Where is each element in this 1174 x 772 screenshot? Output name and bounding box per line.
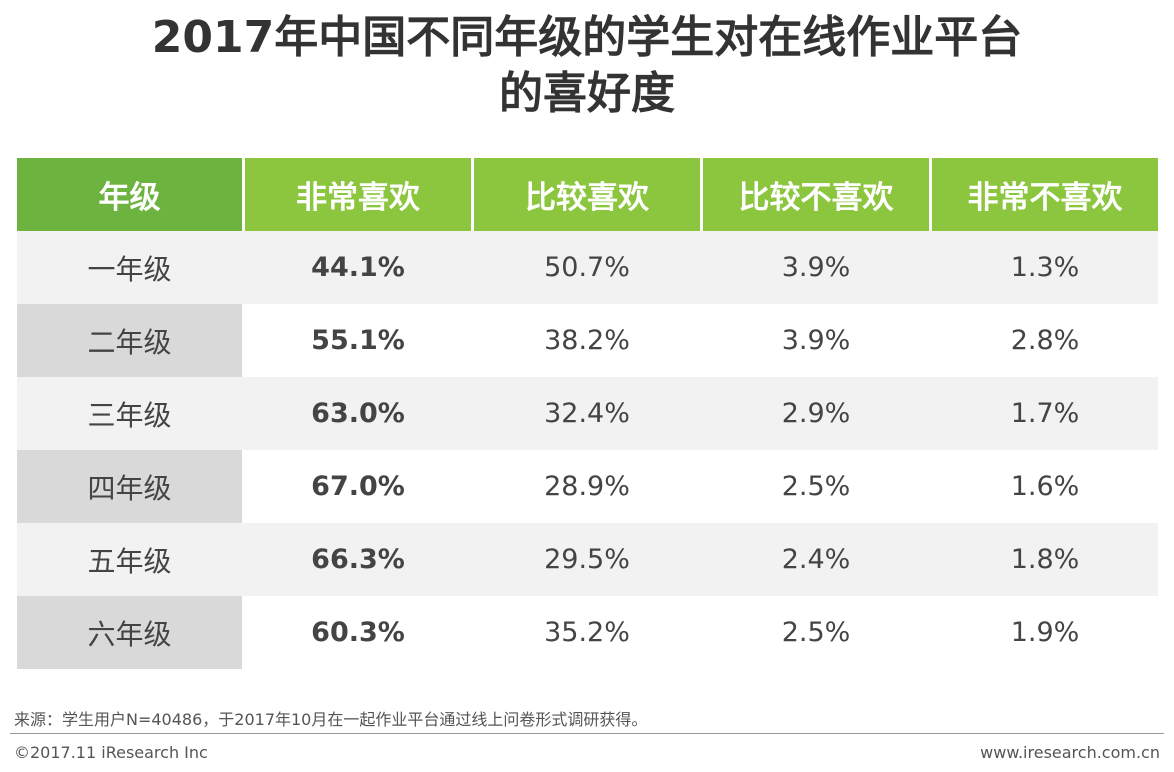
header-like: 比较喜欢 — [471, 158, 700, 231]
row-label: 一年级 — [17, 231, 242, 304]
table-cell: 1.8% — [929, 523, 1158, 596]
table-cell: 50.7% — [471, 231, 700, 304]
row-label: 六年级 — [17, 596, 242, 669]
table-cell: 63.0% — [242, 377, 471, 450]
row-label: 五年级 — [17, 523, 242, 596]
table-header-row: 年级 非常喜欢 比较喜欢 比较不喜欢 非常不喜欢 — [17, 158, 1158, 231]
table-row: 二年级 55.1% 38.2% 3.9% 2.8% — [17, 304, 1158, 377]
table-row: 一年级 44.1% 50.7% 3.9% 1.3% — [17, 231, 1158, 304]
table-cell: 1.9% — [929, 596, 1158, 669]
header-dislike: 比较不喜欢 — [700, 158, 929, 231]
data-table: 年级 非常喜欢 比较喜欢 比较不喜欢 非常不喜欢 一年级 44.1% 50.7%… — [17, 158, 1158, 669]
table-cell: 2.4% — [700, 523, 929, 596]
table-cell: 28.9% — [471, 450, 700, 523]
table-cell: 38.2% — [471, 304, 700, 377]
table-cell: 3.9% — [700, 304, 929, 377]
table-row: 五年级 66.3% 29.5% 2.4% 1.8% — [17, 523, 1158, 596]
row-label: 二年级 — [17, 304, 242, 377]
table-cell: 44.1% — [242, 231, 471, 304]
header-dislike-very: 非常不喜欢 — [929, 158, 1158, 231]
table-row: 三年级 63.0% 32.4% 2.9% 1.7% — [17, 377, 1158, 450]
table-cell: 2.8% — [929, 304, 1158, 377]
chart-title-line1: 2017年中国不同年级的学生对在线作业平台 — [151, 12, 1023, 63]
table-cell: 1.7% — [929, 377, 1158, 450]
header-like-very: 非常喜欢 — [242, 158, 471, 231]
table-cell: 2.5% — [700, 596, 929, 669]
table-cell: 66.3% — [242, 523, 471, 596]
table-cell: 32.4% — [471, 377, 700, 450]
table-cell: 35.2% — [471, 596, 700, 669]
table-cell: 55.1% — [242, 304, 471, 377]
chart-title: 2017年中国不同年级的学生对在线作业平台 的喜好度 — [0, 10, 1174, 122]
table-cell: 29.5% — [471, 523, 700, 596]
table-cell: 2.5% — [700, 450, 929, 523]
row-label: 四年级 — [17, 450, 242, 523]
footer-divider — [10, 733, 1164, 734]
table-cell: 1.6% — [929, 450, 1158, 523]
website-link[interactable]: www.iresearch.com.cn — [980, 743, 1160, 762]
table-row: 四年级 67.0% 28.9% 2.5% 1.6% — [17, 450, 1158, 523]
row-label: 三年级 — [17, 377, 242, 450]
table-cell: 60.3% — [242, 596, 471, 669]
source-note: 来源：学生用户N=40486，于2017年10月在一起作业平台通过线上问卷形式调… — [14, 710, 648, 729]
header-grade: 年级 — [17, 158, 242, 231]
chart-title-line2: 的喜好度 — [499, 68, 675, 119]
table-cell: 2.9% — [700, 377, 929, 450]
copyright: ©2017.11 iResearch Inc — [14, 743, 208, 762]
table-cell: 1.3% — [929, 231, 1158, 304]
table-cell: 67.0% — [242, 450, 471, 523]
table-cell: 3.9% — [700, 231, 929, 304]
table-row: 六年级 60.3% 35.2% 2.5% 1.9% — [17, 596, 1158, 669]
